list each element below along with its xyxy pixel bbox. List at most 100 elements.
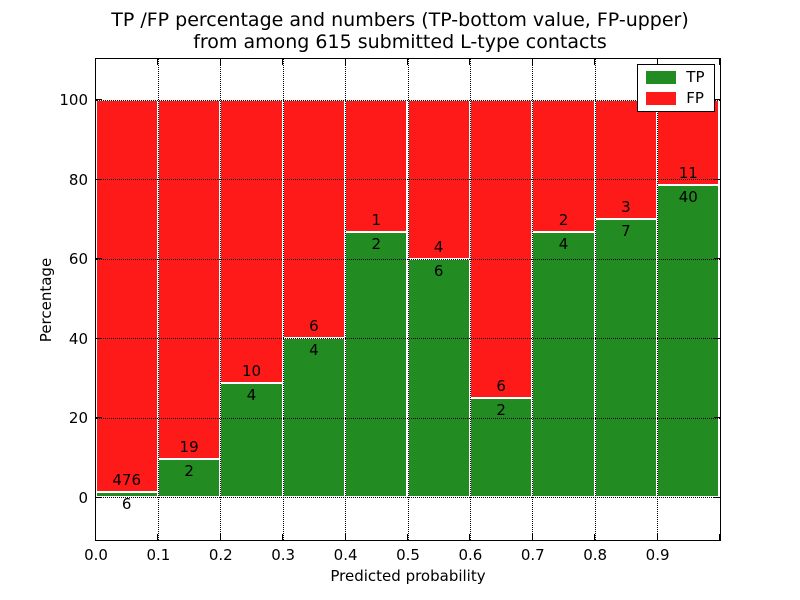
v-gridline bbox=[220, 58, 222, 540]
v-gridline bbox=[657, 58, 659, 540]
x-tick-mark-bottom bbox=[719, 533, 720, 540]
y-tick-mark-right bbox=[713, 178, 720, 180]
tp-count-label: 2 bbox=[496, 400, 506, 419]
fp-count-label: 476 bbox=[112, 471, 141, 490]
v-gridline bbox=[345, 58, 347, 540]
y-tick-mark-right bbox=[713, 99, 720, 100]
x-tick-label: 0.7 bbox=[520, 546, 545, 564]
x-tick-mark-bottom bbox=[282, 533, 284, 540]
x-tick-label: 0.3 bbox=[271, 546, 296, 564]
fp-legend-swatch bbox=[646, 91, 677, 105]
fp-legend-label: FP bbox=[686, 88, 704, 107]
v-gridline bbox=[157, 58, 159, 540]
legend: TP FP bbox=[637, 63, 715, 112]
v-gridline bbox=[282, 58, 284, 540]
tp-count-label: 7 bbox=[621, 221, 631, 240]
x-tick-label: 0.0 bbox=[84, 546, 108, 564]
tp-legend-swatch bbox=[646, 70, 677, 84]
x-tick-mark-bottom bbox=[407, 533, 408, 540]
tp-count-label: 4 bbox=[558, 235, 569, 253]
x-tick-mark-top bbox=[282, 58, 284, 65]
fp-count-label: 1 bbox=[371, 211, 382, 229]
fp-count-label: 19 bbox=[179, 438, 199, 457]
v-gridline bbox=[532, 58, 534, 540]
tp-count-label: 6 bbox=[433, 261, 444, 280]
tp-bar-segment bbox=[469, 397, 533, 497]
x-tick-mark-top bbox=[469, 58, 471, 65]
x-tick-mark-bottom bbox=[531, 533, 533, 540]
x-tick-label: 0.8 bbox=[583, 546, 608, 564]
x-tick-label: 0.2 bbox=[208, 546, 233, 564]
fp-bar-segment bbox=[282, 99, 346, 338]
tp-count-label: 40 bbox=[678, 188, 698, 207]
tp-bar-segment bbox=[157, 459, 221, 497]
tp-count-label: 6 bbox=[121, 495, 132, 514]
x-tick-mark-bottom bbox=[95, 533, 96, 540]
y-tick-label: 0 bbox=[78, 488, 88, 507]
y-tick-mark-right bbox=[713, 337, 720, 339]
y-tick-mark-right bbox=[713, 258, 720, 259]
x-tick-label: 0.1 bbox=[146, 546, 171, 564]
tp-count-label: 4 bbox=[309, 341, 319, 359]
x-tick-mark-top bbox=[407, 58, 408, 65]
fp-count-label: 3 bbox=[621, 197, 631, 216]
tp-bar-segment bbox=[594, 218, 658, 497]
x-tick-mark-bottom bbox=[656, 533, 658, 540]
tp-bar-segment bbox=[407, 258, 470, 497]
chart-title: TP /FP percentage and numbers (TP-bottom… bbox=[0, 9, 800, 53]
y-tick-label: 40 bbox=[68, 329, 88, 348]
x-tick-mark-top bbox=[594, 58, 596, 65]
fp-bar-segment bbox=[657, 99, 720, 186]
fp-bar-segment bbox=[594, 99, 658, 219]
x-tick-mark-bottom bbox=[469, 533, 471, 540]
x-tick-mark-top bbox=[157, 58, 159, 65]
x-tick-mark-top bbox=[656, 58, 658, 65]
x-tick-mark-top bbox=[531, 58, 533, 65]
x-tick-label: 0.5 bbox=[396, 546, 420, 564]
fp-count-label: 4 bbox=[433, 237, 444, 256]
legend-item-tp: TP bbox=[646, 67, 705, 86]
x-tick-mark-bottom bbox=[344, 533, 346, 540]
fp-bar-segment bbox=[157, 99, 221, 460]
tp-bar-segment bbox=[95, 492, 158, 497]
tp-legend-label: TP bbox=[686, 67, 705, 86]
fp-count-label: 6 bbox=[496, 376, 506, 395]
fp-count-label: 10 bbox=[241, 362, 262, 381]
fp-bar-segment bbox=[532, 99, 595, 232]
x-tick-mark-bottom bbox=[594, 533, 596, 540]
y-tick-mark-left bbox=[95, 417, 102, 418]
x-tick-label: 0.6 bbox=[458, 546, 483, 564]
v-gridline bbox=[469, 58, 471, 540]
y-tick-mark-left bbox=[95, 337, 102, 339]
fp-count-label: 11 bbox=[678, 164, 698, 183]
tp-count-label: 2 bbox=[371, 235, 382, 253]
fp-bar-segment bbox=[220, 99, 283, 384]
y-tick-mark-left bbox=[95, 258, 102, 259]
tp-count-label: 2 bbox=[184, 462, 194, 481]
plot-area: TP FP 476 6 19 2 10 4 6 4 1 2 4 6 6 2 2 4 3 7 11 40 bbox=[94, 57, 721, 541]
x-tick-mark-top bbox=[95, 58, 96, 65]
chart-title-line1: TP /FP percentage and numbers (TP-bottom… bbox=[111, 9, 689, 31]
tp-bar-segment bbox=[532, 232, 595, 497]
y-tick-label: 100 bbox=[59, 91, 88, 109]
v-gridline bbox=[407, 58, 409, 540]
x-tick-mark-top bbox=[719, 58, 720, 65]
tp-bar-segment bbox=[657, 185, 720, 497]
y-tick-mark-left bbox=[95, 99, 102, 100]
y-tick-label: 20 bbox=[68, 409, 88, 427]
y-tick-mark-left bbox=[95, 496, 102, 498]
v-gridline bbox=[594, 58, 596, 540]
y-tick-mark-right bbox=[713, 417, 720, 418]
y-tick-label: 60 bbox=[68, 250, 88, 268]
fp-count-label: 2 bbox=[558, 211, 569, 229]
fp-bar-segment bbox=[95, 99, 158, 493]
y-tick-label: 80 bbox=[68, 170, 88, 189]
x-axis-label: Predicted probability bbox=[330, 567, 486, 585]
legend-item-fp: FP bbox=[646, 88, 704, 107]
fp-bar-segment bbox=[345, 99, 408, 232]
x-tick-mark-top bbox=[344, 58, 346, 65]
tp-bar-segment bbox=[345, 232, 408, 497]
fp-bar-segment bbox=[469, 99, 533, 398]
tp-count-label: 4 bbox=[246, 386, 257, 405]
